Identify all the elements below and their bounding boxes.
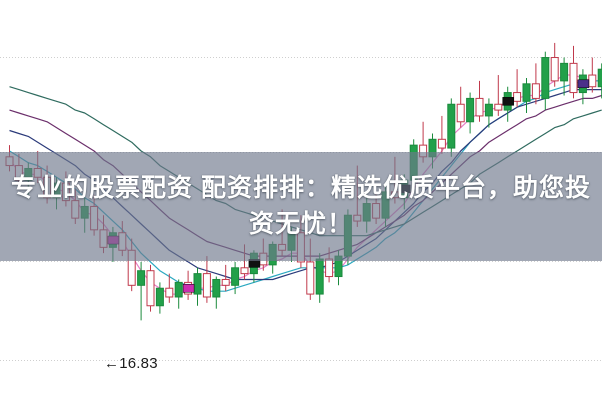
arrow-left-icon: ← — [104, 355, 120, 372]
ma-lines — [9, 74, 602, 295]
price-annotation-label: ←16.83 — [104, 355, 158, 372]
price-value: 16.83 — [119, 355, 158, 372]
candle-markers — [107, 79, 590, 293]
